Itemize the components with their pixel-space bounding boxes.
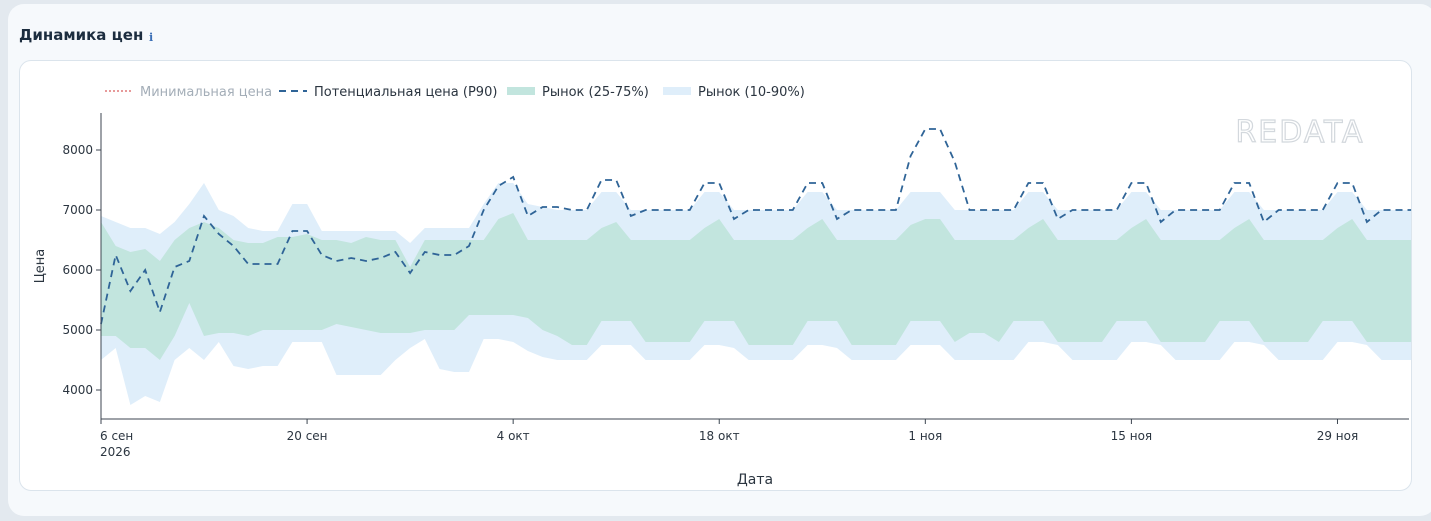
legend-label: Потенциальная цена (P90) [314,85,497,100]
x-tick-label: 1 ноя [908,429,942,443]
y-tick-label: 5000 [62,323,93,337]
y-tick-label: 4000 [62,383,93,397]
legend-label: Рынок (25-75%) [542,85,649,100]
legend-item-min[interactable]: Минимальная цена [105,85,272,100]
series-lines [100,128,1412,325]
x-tick-sublabel: 2026 [100,445,131,459]
info-icon[interactable]: i [149,31,154,44]
legend-item-band1090[interactable]: Рынок (10-90%) [663,85,805,100]
chart-legend[interactable]: Минимальная цена Потенциальная цена (P90)… [105,85,805,100]
y-axis-label: Цена [33,249,48,284]
legend-swatch [507,87,535,95]
x-tick-label: 6 сен [100,429,133,443]
line-p90 [100,128,1412,325]
x-axis-label: Дата [737,472,773,488]
x-tick-label: 4 окт [497,429,530,443]
legend-item-p90[interactable]: Потенциальная цена (P90) [279,85,497,100]
legend-swatch [663,87,691,95]
legend-label: Минимальная цена [140,85,272,100]
watermark-logo: REDATA [1235,115,1364,150]
x-tick-label: 29 ноя [1317,429,1359,443]
x-tick-label: 20 сен [287,429,328,443]
x-tick-label: 15 ноя [1111,429,1153,443]
axes: 4000 5000 6000 7000 8000 6 сен 2026 20 сен 4 окт… [33,113,1409,488]
panel-title: Динамика цен [19,26,144,44]
market-bands [101,183,1412,405]
legend-item-band2575[interactable]: Рынок (25-75%) [507,85,649,100]
y-tick-label: 7000 [62,203,93,217]
x-tick-label: 18 окт [699,429,740,443]
y-tick-label: 6000 [62,263,93,277]
y-tick-label: 8000 [62,143,93,157]
band-band2575 [101,213,1412,360]
legend-label: Рынок (10-90%) [698,85,805,100]
